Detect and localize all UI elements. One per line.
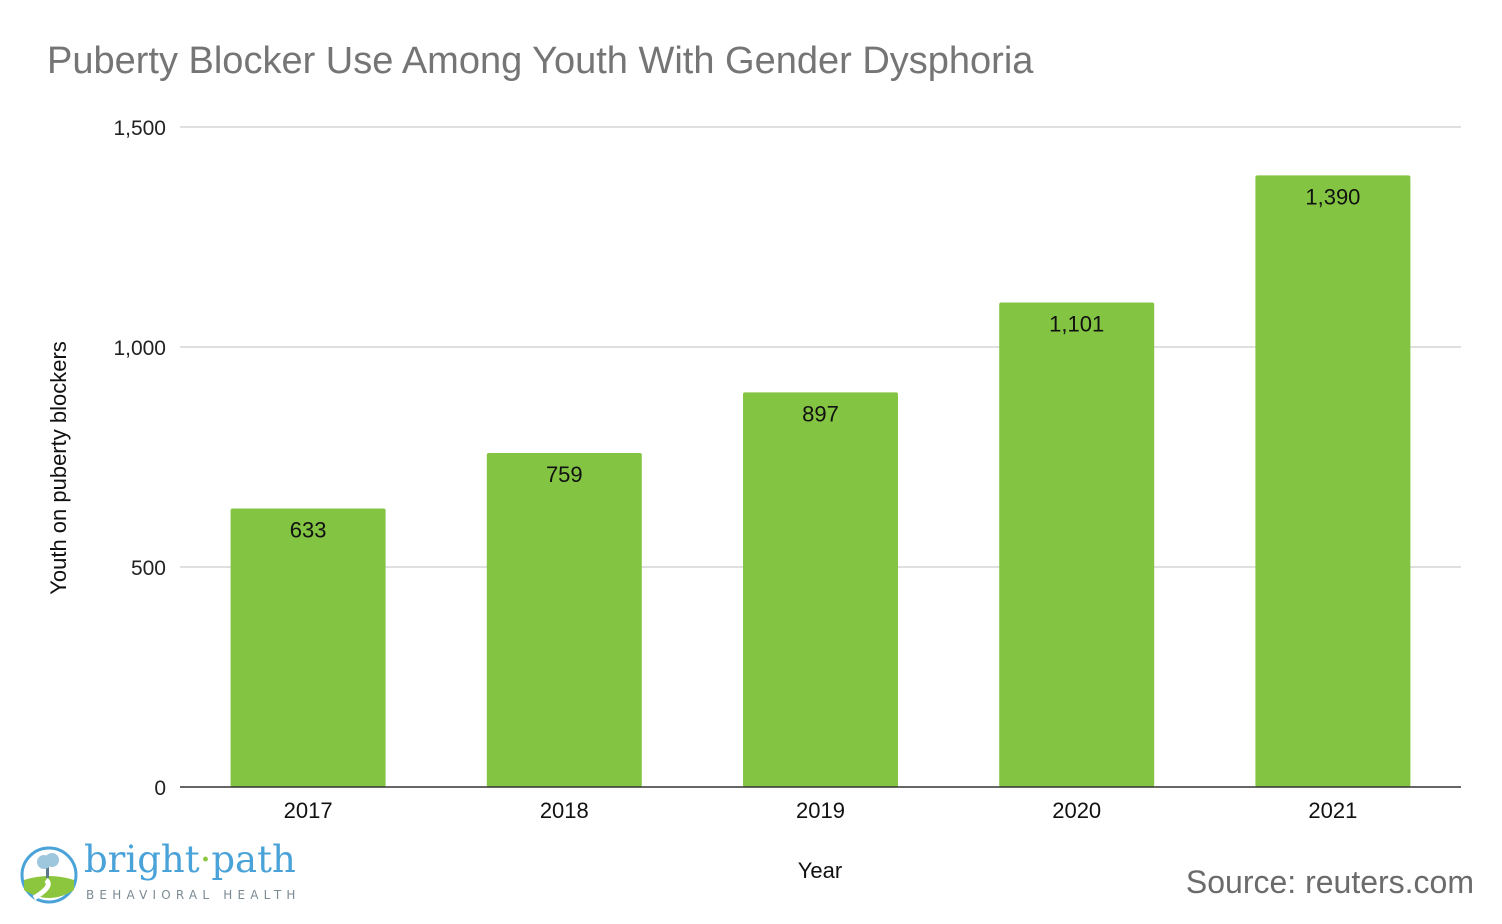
bar [743,392,898,787]
x-tick-label: 2020 [1052,798,1101,823]
data-label: 1,390 [1305,184,1360,209]
x-tick-label: 2021 [1308,798,1357,823]
bar [486,453,642,787]
x-tick-label: 2018 [540,798,589,823]
y-tick-label: 500 [131,557,166,580]
bars [230,175,1411,787]
x-tick-label: 2017 [284,798,333,823]
y-tick-label: 1,000 [113,337,166,360]
data-labels: 633 759 897 1,101 1,390 [290,184,1361,542]
logo-wordmark: bright·path [84,838,296,881]
x-axis-label: Year [798,858,842,883]
y-axis-ticks: 0 500 1,000 1,500 [113,117,166,800]
logo-tagline: BEHAVIORAL HEALTH [86,888,301,902]
x-tick-label: 2019 [796,798,845,823]
x-axis-ticks: 2017 2018 2019 2020 2021 [284,798,1358,823]
y-tick-label: 1,500 [113,117,166,140]
bar [999,302,1155,787]
bar [230,508,386,787]
data-label: 633 [290,517,327,542]
chart-title: Puberty Blocker Use Among Youth With Gen… [47,40,1034,82]
bar [1255,175,1411,787]
data-label: 759 [546,462,583,487]
y-tick-label: 0 [154,777,166,800]
y-axis-label: Youth on puberty blockers [46,341,71,595]
bright-path-logo: bright·path BEHAVIORAL HEALTH [20,838,320,908]
data-label: 897 [802,401,839,426]
source-note: Source: reuters.com [1185,864,1474,900]
tree-path-icon [20,846,78,904]
data-label: 1,101 [1049,312,1104,337]
